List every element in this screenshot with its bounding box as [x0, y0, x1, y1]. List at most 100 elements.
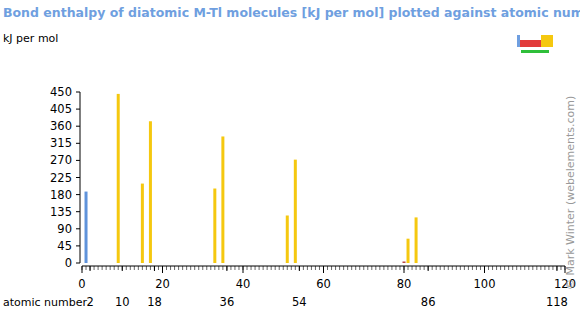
x-minor-tick — [247, 266, 248, 270]
x-minor-tick — [540, 266, 541, 270]
y-tick — [76, 160, 80, 161]
x-tick — [162, 266, 163, 273]
x-minor-tick — [339, 266, 340, 270]
x-minor-tick — [106, 266, 107, 270]
x-minor-tick — [230, 266, 231, 270]
x-minor-tick — [238, 266, 239, 270]
y-tick-label: 90 — [57, 222, 72, 236]
x-minor-tick — [315, 266, 316, 270]
x-minor-tick — [496, 266, 497, 270]
y-tick-label: 225 — [50, 171, 72, 185]
y-tick — [76, 194, 80, 195]
x-minor-tick — [146, 266, 147, 270]
y-tick — [76, 177, 80, 178]
y-tick-label: 0 — [65, 256, 72, 270]
x-minor-tick — [472, 266, 473, 270]
x-minor-tick — [138, 266, 139, 270]
y-tick — [76, 263, 80, 264]
y-tick-label: 405 — [50, 102, 72, 116]
x-minor-tick — [512, 266, 513, 270]
x-tick-label: 36 — [220, 295, 235, 309]
x-minor-tick — [548, 266, 549, 270]
x-minor-tick — [456, 266, 457, 270]
x-minor-tick — [202, 266, 203, 270]
x-tick — [484, 266, 485, 273]
x-tick — [154, 266, 155, 271]
x-minor-tick — [118, 266, 119, 270]
x-minor-tick — [271, 266, 272, 270]
bar — [294, 160, 297, 263]
x-tick-label: 18 — [147, 295, 162, 309]
bar — [221, 136, 224, 263]
bar — [149, 121, 152, 263]
x-minor-tick — [500, 266, 501, 270]
x-minor-tick — [214, 266, 215, 270]
x-minor-tick — [122, 266, 123, 270]
x-minor-tick — [351, 266, 352, 270]
x-minor-tick — [516, 266, 517, 270]
x-tick — [404, 266, 405, 273]
title: Bond enthalpy of diatomic M-Tl molecules… — [3, 5, 580, 20]
x-minor-tick — [335, 266, 336, 270]
x-minor-tick — [307, 266, 308, 270]
x-minor-tick — [255, 266, 256, 270]
x-minor-tick — [198, 266, 199, 270]
x-minor-tick — [275, 266, 276, 270]
x-minor-tick — [134, 266, 135, 270]
x-tick-label: 100 — [474, 277, 496, 291]
x-tick — [226, 266, 227, 271]
x-minor-tick — [375, 266, 376, 270]
x-minor-tick — [158, 266, 159, 270]
x-minor-tick — [520, 266, 521, 270]
x-minor-tick — [263, 266, 264, 270]
y-tick-label: 450 — [50, 85, 72, 99]
x-minor-tick — [367, 266, 368, 270]
y-tick-label: 180 — [50, 188, 72, 202]
y-tick-label: 135 — [50, 205, 72, 219]
bar — [415, 217, 418, 263]
x-minor-tick — [436, 266, 437, 270]
y-axis-label: kJ per mol — [3, 32, 58, 45]
icon-block — [541, 35, 553, 47]
x-minor-tick — [343, 266, 344, 270]
x-minor-tick — [560, 266, 561, 270]
x-tick-label: 80 — [397, 277, 412, 291]
bar — [141, 184, 144, 263]
x-minor-tick — [327, 266, 328, 270]
x-axis-label: atomic number — [3, 296, 88, 309]
x-tick — [122, 266, 123, 271]
x-minor-tick — [267, 266, 268, 270]
x-minor-tick — [190, 266, 191, 270]
x-minor-tick — [416, 266, 417, 270]
bar — [407, 239, 410, 263]
x-minor-tick — [440, 266, 441, 270]
bars — [85, 94, 418, 263]
x-tick — [556, 266, 557, 271]
x-minor-tick — [524, 266, 525, 270]
x-minor-tick — [371, 266, 372, 270]
x-tick-label: 60 — [316, 277, 331, 291]
y-tick — [76, 245, 80, 246]
x-minor-tick — [480, 266, 481, 270]
y-tick — [76, 126, 80, 127]
x-tick — [428, 266, 429, 271]
x-minor-tick — [460, 266, 461, 270]
x-minor-tick — [536, 266, 537, 270]
x-tick-label: 10 — [115, 295, 130, 309]
x-minor-tick — [299, 266, 300, 270]
x-minor-tick — [291, 266, 292, 270]
x-tick-label: 2 — [86, 295, 93, 309]
x-minor-tick — [544, 266, 545, 270]
x-minor-tick — [182, 266, 183, 270]
x-tick-label: 86 — [421, 295, 436, 309]
x-minor-tick — [399, 266, 400, 270]
x-minor-tick — [448, 266, 449, 270]
x-minor-tick — [532, 266, 533, 270]
x-minor-tick — [86, 266, 87, 270]
x-minor-tick — [359, 266, 360, 270]
x-minor-tick — [408, 266, 409, 270]
x-minor-tick — [90, 266, 91, 270]
x-minor-tick — [150, 266, 151, 270]
x-minor-tick — [476, 266, 477, 270]
x-minor-tick — [395, 266, 396, 270]
